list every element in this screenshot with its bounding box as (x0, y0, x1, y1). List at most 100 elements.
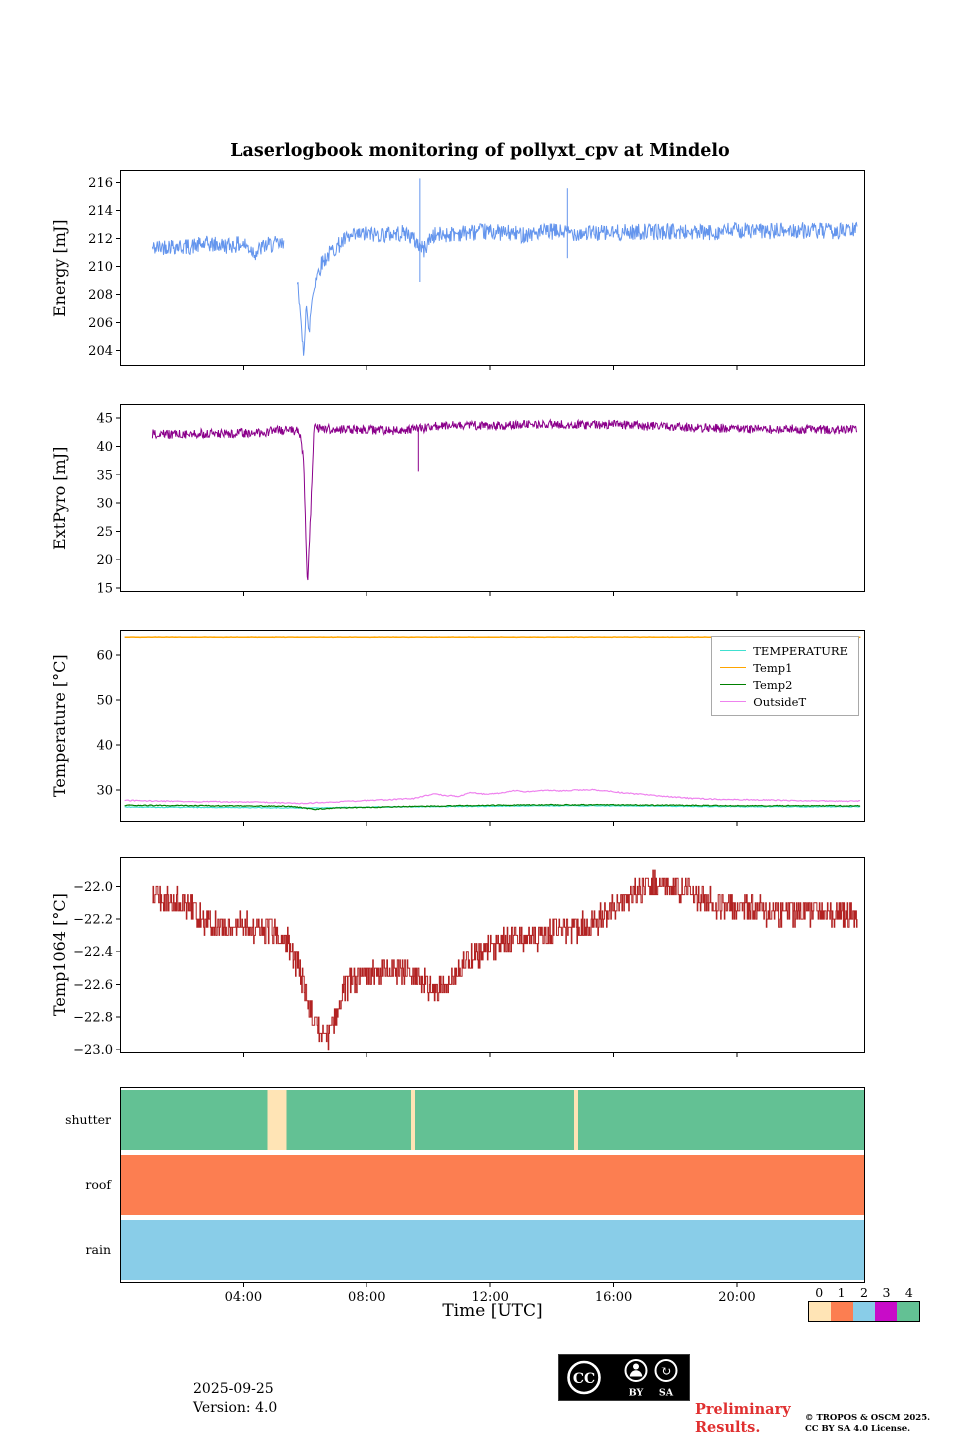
plot-border (120, 404, 865, 592)
series-line-temp2 (124, 803, 861, 811)
y-tick-label: 212 (88, 232, 113, 247)
x-tick-label: 12:00 (471, 1290, 508, 1305)
status-segment-shutter (577, 1090, 865, 1150)
cc-license-badge: CC ↻ BY SA (558, 1354, 690, 1405)
status-segment-roof (120, 1155, 865, 1215)
y-tick-label: 216 (88, 176, 113, 191)
preliminary-line1: Preliminary (695, 1401, 791, 1418)
person-body-icon (629, 1370, 643, 1377)
series-line-temp1064 (152, 869, 858, 1051)
plot-border (120, 857, 865, 1053)
y-tick-label: 210 (88, 260, 113, 275)
x-tick-label: 20:00 (718, 1290, 755, 1305)
series-line-outsidet (124, 788, 861, 805)
series-line-temperature (124, 804, 861, 810)
temperature-axis-label: Temperature [°C] (50, 654, 69, 798)
colorbar-cell (831, 1302, 853, 1321)
y-tick-label: −22.6 (73, 978, 113, 993)
preliminary-note: Preliminary Results. (695, 1401, 791, 1437)
y-tick-label: −22.0 (73, 880, 113, 895)
y-tick-label: 30 (96, 784, 113, 799)
y-tick-label: 214 (88, 204, 113, 219)
colorbar-tick-label: 1 (837, 1285, 846, 1300)
y-tick-label: 35 (96, 468, 113, 483)
energy-mj--chart: 204 206 208 210 212 214 216 (88, 170, 865, 370)
legend-label: Temp1 (753, 660, 793, 675)
temperature-plot: Temperature [°C] TEMPERATURE Temp1 Temp2 Ou… (50, 630, 865, 826)
legend-swatch (720, 684, 747, 685)
legend-swatch (720, 667, 747, 668)
temp1064-axis-label: Temp1064 [°C] (50, 893, 69, 1017)
share-alike-arrow-icon: ↻ (661, 1365, 672, 1380)
y-tick-label: 40 (96, 440, 113, 455)
status-segment-rain (120, 1220, 865, 1280)
legend-item-temp2: Temp2 (720, 676, 848, 693)
copyright-line1: © TROPOS & OSCM 2025. (805, 1413, 931, 1423)
plot-border (120, 630, 865, 822)
legend-item-temperature: TEMPERATURE (720, 642, 848, 659)
legend-item-temp1: Temp1 (720, 659, 848, 676)
share-alike-icon (654, 1359, 678, 1382)
cc-sa-text: SA (659, 1388, 674, 1399)
status-row-label: rain (86, 1242, 111, 1257)
version-text: Version: 4.0 (193, 1399, 278, 1416)
colorbar-cell (897, 1302, 919, 1321)
y-tick-label: 45 (96, 412, 113, 427)
y-tick-label: 20 (96, 553, 113, 568)
status-segment-shutter (414, 1090, 575, 1150)
plot-border (120, 1087, 865, 1283)
status-row-label: roof (85, 1177, 112, 1192)
x-tick-label: 08:00 (348, 1290, 385, 1305)
colorbar-swatches (808, 1301, 920, 1322)
colorbar-tick-label: 0 (815, 1285, 824, 1300)
copyright-line2: CC BY SA 4.0 License. (805, 1424, 911, 1435)
energy-axis-label: Energy [mJ] (50, 219, 69, 317)
colorbar-tick-label: 4 (904, 1285, 913, 1300)
legend-swatch (720, 701, 747, 702)
cc-logo-icon (567, 1360, 601, 1395)
status-segment-shutter (574, 1090, 578, 1150)
person-head-icon (633, 1363, 639, 1370)
status-segment-shutter (286, 1090, 411, 1150)
status-segment-shutter (267, 1090, 287, 1150)
y-tick-label: 30 (96, 497, 113, 512)
time-axis-label: Time [UTC] (442, 1301, 543, 1321)
date-version-block: 2025-09-25 Version: 4.0 (193, 1380, 277, 1418)
cc-logo-text: CC (573, 1371, 595, 1387)
series-line-energy (151, 221, 858, 356)
colorbar-tick-label: 3 (882, 1285, 891, 1300)
legend-label: OutsideT (753, 694, 807, 709)
copyright-note: © TROPOS & OSCM 2025. CC BY SA 4.0 Licen… (805, 1413, 930, 1436)
status-chart: 04:00 08:00 12:00 16:00 20:00 shutter roof rain (65, 1087, 865, 1305)
y-tick-label: 15 (96, 582, 113, 597)
series-line-extpyro (151, 418, 858, 581)
y-tick-label: 206 (88, 316, 113, 331)
colorbar-cell (853, 1302, 875, 1321)
y-tick-label: −22.2 (73, 913, 113, 928)
colorbar-cell (809, 1302, 831, 1321)
cc-badge-graphic: CC ↻ BY SA (558, 1354, 690, 1401)
y-tick-label: 25 (96, 525, 113, 540)
extpyro-mj--chart: 15 20 25 30 35 40 45 (96, 404, 865, 597)
y-tick-label: 50 (96, 694, 113, 709)
y-tick-label: 204 (88, 344, 113, 359)
x-tick-label: 04:00 (225, 1290, 262, 1305)
colorbar-cell (875, 1302, 897, 1321)
extpyro-axis-label: ExtPyro [mJ] (50, 446, 69, 550)
y-tick-label: 40 (96, 739, 113, 754)
y-tick-label: −22.8 (73, 1011, 113, 1026)
x-tick-label: 16:00 (595, 1290, 632, 1305)
colorbar-tick-label: 2 (860, 1285, 868, 1300)
extpyro-plot: ExtPyro [mJ] 15 20 25 30 35 40 45 (50, 404, 865, 597)
cc-by-text: BY (629, 1388, 644, 1399)
legend-label: Temp2 (753, 677, 793, 692)
y-tick-label: −23.0 (73, 1043, 113, 1058)
energy-plot: Energy [mJ] 204 206 208 210 212 214 216 (50, 170, 865, 370)
legend-swatch (720, 650, 747, 651)
status-row-label: shutter (65, 1112, 111, 1127)
figure-title: Laserlogbook monitoring of pollyxt_cpv a… (230, 141, 730, 161)
status-plot: 04:00 08:00 12:00 16:00 20:00 shutter roof rain (65, 1087, 865, 1305)
